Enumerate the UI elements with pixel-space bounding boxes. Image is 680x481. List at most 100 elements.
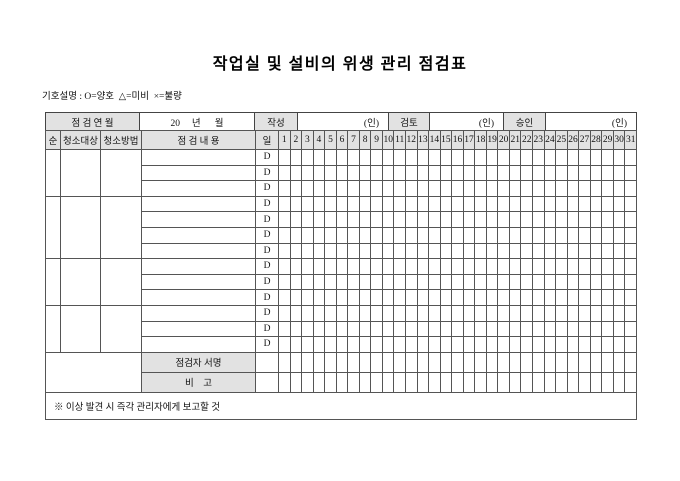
day-entry-cell: [370, 273, 383, 291]
day-entry-cell: [462, 226, 476, 244]
day-entry-cell: [370, 242, 383, 260]
day-entry-cell: [462, 164, 476, 182]
day-entry-cell: [324, 273, 337, 291]
remarks-day-cell: [278, 371, 291, 393]
day-entry-cell: [543, 242, 557, 260]
day-entry-cell: [578, 195, 591, 213]
day-entry-cell: [555, 273, 568, 291]
day-entry-cell: [393, 180, 406, 197]
footer-note: ※ 이상 발견 시 즉각 관리자에게 보고할 것: [45, 391, 637, 420]
day-entry-cell: [508, 258, 522, 275]
day-entry-cell: [312, 336, 326, 353]
day-entry-cell: [289, 180, 303, 197]
day-entry-cell: [474, 304, 487, 322]
day-entry-cell: [532, 164, 545, 182]
day-entry-cell: [601, 195, 614, 213]
day-marker-cell: D: [255, 195, 279, 213]
col-header-day-20: 20: [497, 130, 510, 150]
day-entry-cell: [508, 195, 522, 213]
day-entry-cell: [439, 320, 453, 338]
day-entry-cell: [347, 195, 360, 213]
day-entry-cell: [347, 242, 360, 260]
day-entry-cell: [439, 164, 453, 182]
day-entry-cell: [289, 258, 303, 275]
day-entry-cell: [428, 273, 441, 291]
signature-day-cell: [289, 351, 303, 373]
col-header-day-28: 28: [589, 130, 603, 150]
day-entry-cell: [601, 273, 614, 291]
remarks-day-cell: [601, 371, 614, 393]
day-entry-cell: [439, 304, 453, 322]
writer-seal-cell: (인): [298, 112, 389, 131]
signature-day-cell: [601, 351, 614, 373]
signature-day-cell: [405, 351, 418, 373]
signature-day-cell: [532, 351, 545, 373]
signature-day-cell: [301, 351, 314, 373]
day-entry-cell: [278, 180, 291, 197]
day-entry-cell: [624, 258, 637, 275]
day-entry-cell: [624, 242, 637, 260]
day-entry-cell: [532, 336, 545, 353]
day-entry-cell: [601, 289, 614, 306]
day-entry-cell: [416, 226, 430, 244]
day-entry-cell: [347, 211, 360, 228]
inspection-content-cell: [141, 242, 256, 260]
day-entry-cell: [301, 226, 314, 244]
day-entry-cell: [358, 336, 372, 353]
day-entry-cell: [520, 273, 534, 291]
day-entry-cell: [612, 226, 626, 244]
remarks-day-cell: [462, 371, 476, 393]
day-entry-cell: [508, 226, 522, 244]
remarks-day-cell: [612, 371, 626, 393]
day-entry-cell: [428, 226, 441, 244]
signature-day-cell: [555, 351, 568, 373]
remarks-day-cell: [347, 371, 360, 393]
day-entry-cell: [301, 180, 314, 197]
day-entry-cell: [589, 242, 603, 260]
day-entry-cell: [289, 242, 303, 260]
day-entry-cell: [428, 258, 441, 275]
inspector-signature-label: 점검자 서명: [141, 351, 256, 373]
day-entry-cell: [358, 180, 372, 197]
day-entry-cell: [532, 304, 545, 322]
day-entry-cell: [624, 211, 637, 228]
day-entry-cell: [624, 336, 637, 353]
day-entry-cell: [451, 304, 464, 322]
day-entry-cell: [601, 211, 614, 228]
day-entry-cell: [601, 242, 614, 260]
day-entry-cell: [335, 195, 349, 213]
remarks-day-cell: [405, 371, 418, 393]
col-header-inspection-content: 점 검 내 용: [141, 130, 256, 150]
day-entry-cell: [624, 304, 637, 322]
day-entry-cell: [416, 149, 430, 166]
signature-day-cell: [566, 351, 580, 373]
day-entry-cell: [589, 289, 603, 306]
col-header-day-22: 22: [520, 130, 534, 150]
remarks-day-cell: [428, 371, 441, 393]
day-entry-cell: [566, 211, 580, 228]
day-entry-cell: [289, 289, 303, 306]
day-entry-cell: [520, 180, 534, 197]
day-entry-cell: [439, 180, 453, 197]
day-entry-cell: [566, 320, 580, 338]
day-entry-cell: [289, 211, 303, 228]
day-marker-cell: D: [255, 242, 279, 260]
day-entry-cell: [508, 289, 522, 306]
signature-day-cell: [428, 351, 441, 373]
day-entry-cell: [358, 258, 372, 275]
day-entry-cell: [278, 242, 291, 260]
day-entry-cell: [497, 149, 510, 166]
day-entry-cell: [451, 336, 464, 353]
day-entry-cell: [381, 211, 395, 228]
day-entry-cell: [439, 195, 453, 213]
day-entry-cell: [566, 289, 580, 306]
col-header-day-25: 25: [555, 130, 568, 150]
day-marker-cell: D: [255, 336, 279, 353]
day-entry-cell: [612, 180, 626, 197]
page-title: 작업실 및 설비의 위생 관리 점검표: [212, 56, 468, 73]
day-entry-cell: [520, 242, 534, 260]
col-header-day-3: 3: [301, 130, 314, 150]
day-marker-cell: D: [255, 289, 279, 306]
signature-day-cell: [312, 351, 326, 373]
day-entry-cell: [566, 164, 580, 182]
